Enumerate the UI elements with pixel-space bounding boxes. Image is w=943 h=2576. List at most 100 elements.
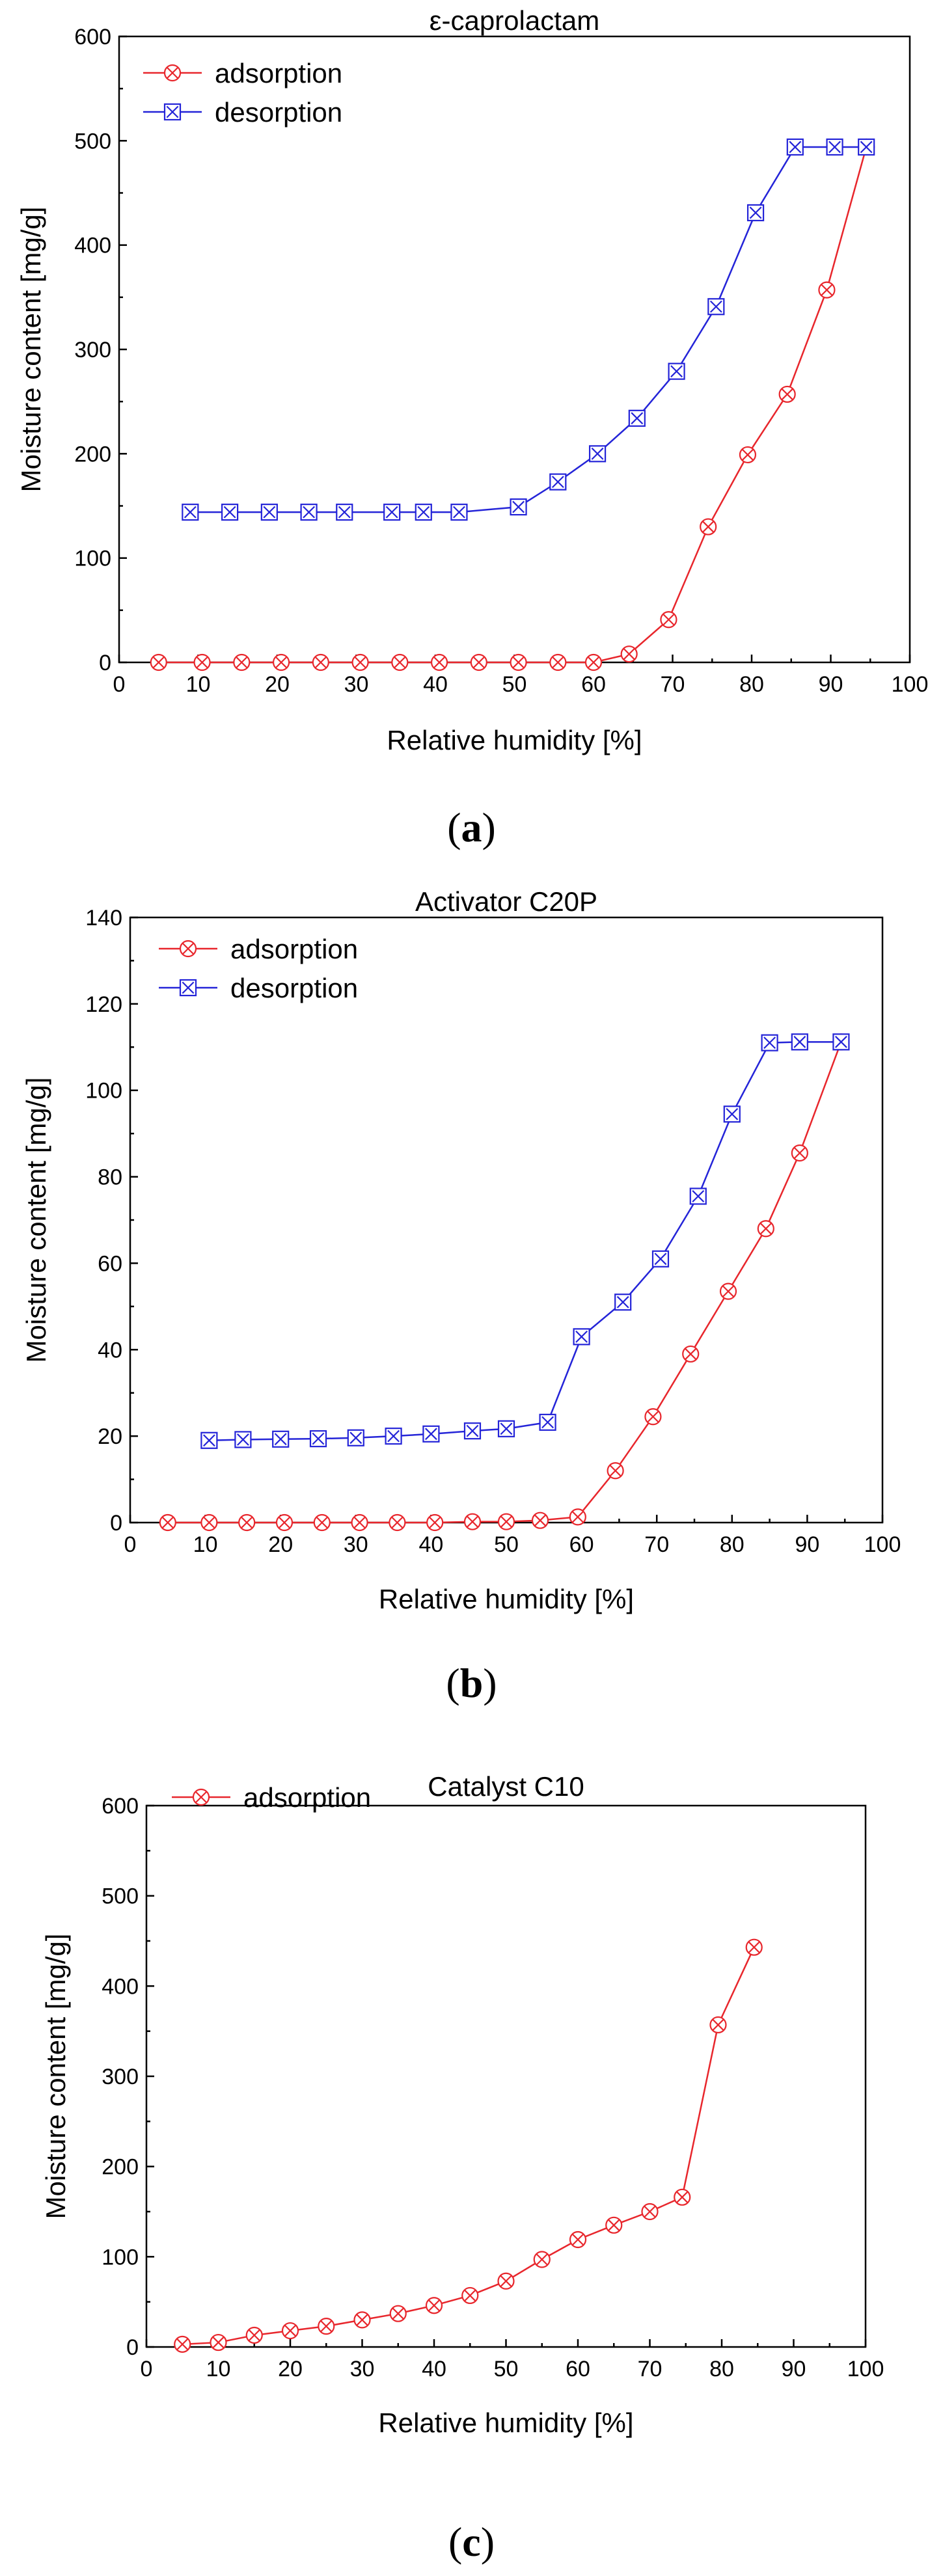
adsorption-point xyxy=(644,1408,662,1426)
desorption-point xyxy=(723,1105,741,1123)
adsorption-point xyxy=(607,1462,624,1480)
y-tick-label: 100 xyxy=(74,547,111,571)
adsorption-point xyxy=(238,1513,256,1532)
y-tick-label: 600 xyxy=(102,1794,139,1819)
adsorption-point xyxy=(174,2335,191,2353)
x-tick-label: 70 xyxy=(638,2357,663,2381)
x-tick-label: 30 xyxy=(350,2357,375,2381)
desorption-point xyxy=(614,1294,632,1311)
desorption-point xyxy=(260,504,278,521)
adsorption-point xyxy=(389,1513,406,1532)
adsorption-point xyxy=(791,1144,808,1162)
adsorption-point xyxy=(531,1512,549,1529)
x-tick-label: 100 xyxy=(864,1532,901,1557)
desorption-point xyxy=(234,1431,252,1448)
adsorption-point xyxy=(584,653,603,671)
desorption-point xyxy=(510,498,527,516)
adsorption-point xyxy=(778,385,796,403)
x-tick-label: 60 xyxy=(581,672,606,697)
adsorption-point xyxy=(757,1220,774,1238)
adsorption-point xyxy=(641,2203,659,2221)
adsorption-point xyxy=(351,1513,368,1532)
x-tick-label: 10 xyxy=(193,1532,218,1557)
adsorption-line xyxy=(158,146,868,664)
desorption-point xyxy=(300,504,318,521)
x-tick-label: 0 xyxy=(124,1532,137,1557)
adsorption-point xyxy=(426,1513,444,1532)
y-tick-label: 200 xyxy=(102,2155,139,2180)
adsorption-point xyxy=(233,653,251,671)
desorption-point xyxy=(786,138,804,156)
x-tick-label: 30 xyxy=(344,1532,368,1557)
y-axis-title: Moisture content [mg/g] xyxy=(16,207,46,493)
x-tick-label: 0 xyxy=(141,2357,153,2381)
y-tick-label: 100 xyxy=(85,1079,122,1104)
adsorption-point xyxy=(497,2272,515,2290)
x-tick-label: 10 xyxy=(206,2357,231,2381)
x-tick-label: 100 xyxy=(847,2357,884,2381)
panel-label-a: (a) xyxy=(447,804,496,850)
desorption-point xyxy=(422,1425,440,1443)
x-tick-label: 40 xyxy=(418,1532,443,1557)
x-tick-label: 0 xyxy=(113,672,126,697)
y-tick-label: 400 xyxy=(102,1974,139,1999)
y-tick-label: 100 xyxy=(102,2245,139,2270)
chart-a: 0 10 20 30 40 50 60 70 80 90 100 0 100 200 300 400 500 60… xyxy=(16,5,929,755)
desorption-point xyxy=(539,1413,556,1431)
desorption-point xyxy=(668,362,685,380)
adsorption-point xyxy=(318,2318,335,2335)
x-tick-label: 80 xyxy=(739,672,764,697)
desorption-point xyxy=(826,138,843,156)
adsorption-line xyxy=(182,1947,755,2346)
adsorption-point xyxy=(245,2326,263,2344)
desorption-point xyxy=(761,1034,778,1051)
desorption-point xyxy=(463,1422,482,1440)
desorption-point xyxy=(707,298,725,316)
legend-adsorption-label: adsorption xyxy=(243,1782,371,1813)
desorption-line xyxy=(209,1041,841,1442)
adsorption-point xyxy=(660,611,677,629)
desorption-point xyxy=(832,1033,850,1051)
adsorption-point xyxy=(193,653,211,671)
y-tick-label: 80 xyxy=(98,1165,122,1190)
desorption-line xyxy=(190,146,867,513)
adsorption-point xyxy=(425,2297,443,2314)
y-tick-label: 600 xyxy=(74,25,111,49)
chart-title: Catalyst C10 xyxy=(428,1771,584,1802)
x-tick-label: 10 xyxy=(186,672,211,697)
x-tick-label: 90 xyxy=(819,672,843,697)
desorption-point xyxy=(450,504,468,521)
adsorption-point xyxy=(700,518,717,536)
adsorption-point xyxy=(569,1508,586,1526)
desorption-point xyxy=(858,138,875,156)
plot-frame xyxy=(118,35,911,664)
legend-desorption-label: desorption xyxy=(215,97,342,128)
x-tick-label: 90 xyxy=(782,2357,806,2381)
adsorption-point xyxy=(674,2188,691,2206)
desorption-point xyxy=(182,504,199,521)
x-tick-label: 80 xyxy=(720,1532,745,1557)
y-tick-label: 0 xyxy=(110,1511,122,1536)
adsorption-point xyxy=(719,1282,737,1300)
desorption-point xyxy=(573,1328,590,1346)
legend-adsorption-label: adsorption xyxy=(215,58,342,88)
adsorption-point xyxy=(461,2286,479,2305)
x-tick-label: 100 xyxy=(892,672,929,697)
x-tick-label: 90 xyxy=(795,1532,819,1557)
adsorption-point xyxy=(463,1513,482,1530)
x-tick-label: 40 xyxy=(422,2357,446,2381)
x-tick-label: 70 xyxy=(644,1532,669,1557)
y-axis-title: Moisture content [mg/g] xyxy=(40,1934,71,2219)
adsorption-point xyxy=(200,1513,218,1532)
y-tick-label: 300 xyxy=(102,2065,139,2089)
panel-label-b: (b) xyxy=(446,1660,497,1706)
desorption-point xyxy=(689,1187,707,1205)
chart-title: ε-caprolactam xyxy=(430,5,599,36)
desorption-point xyxy=(200,1431,218,1449)
adsorption-point xyxy=(497,1513,515,1530)
adsorption-point xyxy=(510,653,527,671)
y-tick-label: 500 xyxy=(102,1884,139,1909)
legend-desorption-marker xyxy=(163,103,182,121)
desorption-point xyxy=(309,1430,327,1448)
desorption-point xyxy=(628,409,646,427)
